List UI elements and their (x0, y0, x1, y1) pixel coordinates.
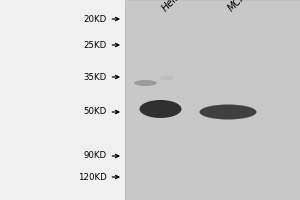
Text: 50KD: 50KD (83, 108, 106, 116)
Ellipse shape (159, 76, 174, 80)
Text: 120KD: 120KD (78, 172, 106, 182)
Text: 90KD: 90KD (83, 152, 106, 160)
Text: 35KD: 35KD (83, 72, 106, 82)
Ellipse shape (134, 80, 157, 86)
Ellipse shape (140, 100, 182, 118)
Text: 25KD: 25KD (83, 40, 106, 49)
Text: MCF-7: MCF-7 (226, 0, 255, 13)
Ellipse shape (200, 104, 256, 119)
Text: 20KD: 20KD (83, 15, 106, 23)
Bar (124, 0, 300, 200)
Text: Hela: Hela (160, 0, 183, 13)
